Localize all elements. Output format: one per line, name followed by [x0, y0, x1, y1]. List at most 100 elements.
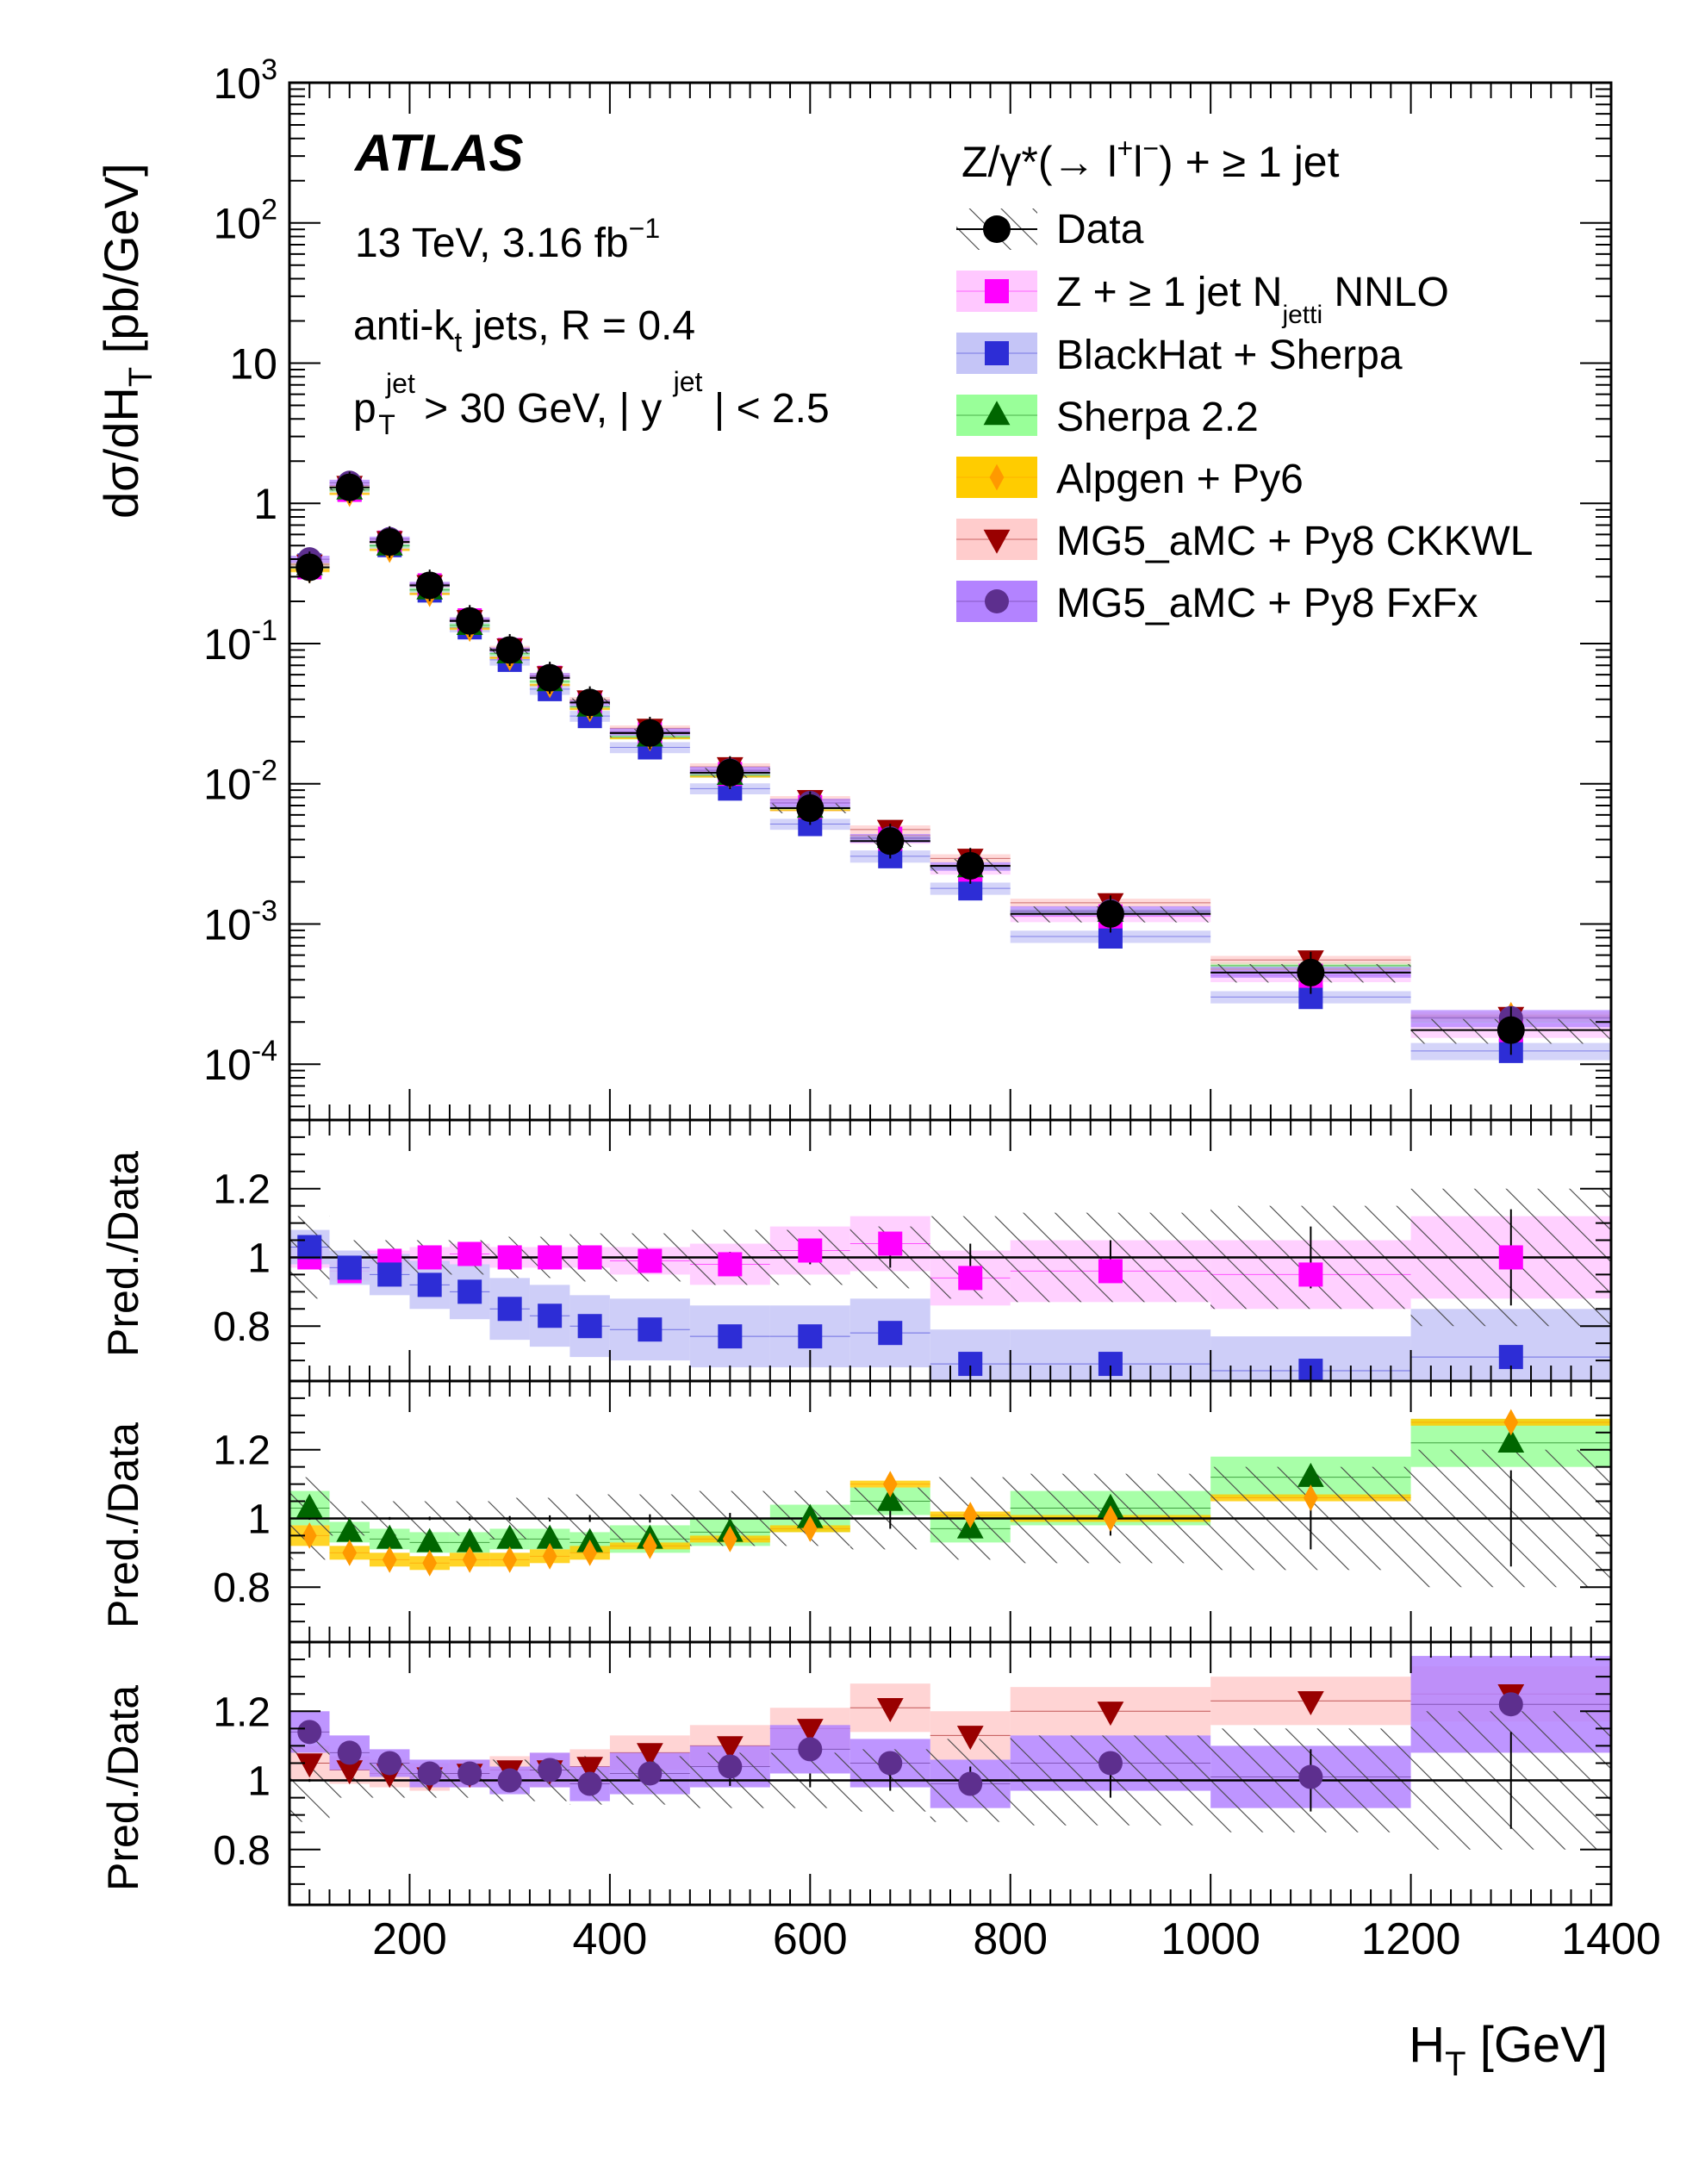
- ratio-marker-sherpa-3: [416, 1528, 444, 1552]
- data-point-5: [495, 636, 524, 664]
- ratio-marker-alpgen-11: [882, 1471, 898, 1498]
- main-uncertainty-bands: [289, 479, 1611, 1061]
- ratio-marker-fxfx-0: [297, 1720, 322, 1745]
- ratio-marker-alpgen-7: [582, 1539, 598, 1566]
- ratio-y-tick-label-2-1: 1: [247, 1759, 271, 1805]
- ratio-marker-alpgen-2: [382, 1546, 397, 1573]
- ratio-marker-ckkwl-13: [1097, 1702, 1124, 1727]
- legend-marker-sherpa: [983, 401, 1011, 426]
- ratio-panel-3: [289, 1656, 1611, 1850]
- ratio-marker-blackhat-15: [1498, 1345, 1523, 1370]
- legend-marker-ckkwl: [983, 529, 1011, 554]
- ratio-marker-alpgen-10: [802, 1515, 818, 1542]
- y-tick-label-4: 10-1: [203, 614, 277, 669]
- x-axis-title: HT [GeV]: [1409, 2017, 1608, 2083]
- ratio-y-tick-label-1-1: 1: [247, 1496, 271, 1542]
- ratio-marker-nnlo-3: [417, 1245, 442, 1270]
- ratio-marker-ckkwl-1: [336, 1760, 364, 1785]
- legend-label-blackhat: BlackHat + Sherpa: [1056, 333, 1403, 378]
- ratio-marker-fxfx-10: [798, 1737, 823, 1762]
- ratio-marker-blackhat-6: [538, 1304, 563, 1328]
- ratio-marker-fxfx-5: [497, 1768, 522, 1793]
- legend-marker-nnlo: [985, 279, 1009, 303]
- ratio-marker-sherpa-1: [336, 1517, 364, 1542]
- atlas-label: ATLAS: [353, 124, 524, 182]
- legend-data-marker: [983, 215, 1011, 243]
- ratio-marker-fxfx-2: [377, 1751, 402, 1776]
- y-tick-label-3: 1: [253, 480, 277, 528]
- ratio-y-title-2: Pred./Data: [99, 1422, 147, 1628]
- data-point-15: [1497, 1016, 1525, 1044]
- data-point-12: [956, 851, 985, 880]
- ratio-marker-nnlo-5: [497, 1245, 522, 1270]
- ratio-marker-nnlo-9: [718, 1252, 743, 1277]
- ratio-marker-nnlo-12: [958, 1266, 983, 1291]
- x-tick-label-5: 1200: [1361, 1914, 1461, 1964]
- legend: [956, 208, 1037, 622]
- ratio-y-title-1: Pred./Data: [99, 1151, 147, 1357]
- legend-label-alpgen: Alpgen + Py6: [1056, 457, 1304, 502]
- ratio-marker-ckkwl-0: [296, 1753, 323, 1778]
- ratio-marker-alpgen-3: [422, 1549, 438, 1577]
- x-tick-label-2: 600: [773, 1914, 848, 1964]
- jet-selection-label: p jet T > 30 GeV, | y jet | < 2.5: [353, 355, 830, 444]
- ratio-marker-ckkwl-10: [796, 1719, 824, 1744]
- data-point-2: [376, 528, 404, 557]
- ratio-marker-blackhat-7: [577, 1314, 602, 1339]
- data-point-10: [796, 794, 824, 823]
- ratio-panel-2: [289, 1409, 1611, 1588]
- data-point-9: [716, 758, 744, 787]
- legend-label-sherpa: Sherpa 2.2: [1056, 395, 1259, 440]
- x-tick-label-4: 1000: [1161, 1914, 1260, 1964]
- legend-label-fxfx: MG5_aMC + Py8 FxFx: [1056, 581, 1478, 626]
- ratio-marker-blackhat-5: [497, 1297, 522, 1322]
- ratio-marker-blackhat-10: [798, 1324, 823, 1349]
- ratio-marker-sherpa-4: [456, 1528, 483, 1552]
- legend-label-nnlo: Z + ≥ 1 jet Njetti NNLO: [1056, 270, 1449, 329]
- ratio-marker-fxfx-11: [878, 1751, 903, 1776]
- ratio-y-tick-label-2-2: 1.2: [213, 1689, 271, 1735]
- data-point-1: [335, 473, 364, 501]
- jet-algorithm-label: anti-kt jets, R = 0.4: [353, 303, 695, 358]
- data-point-11: [876, 827, 905, 856]
- ratio-marker-nnlo-11: [878, 1231, 903, 1256]
- legend-marker-fxfx: [985, 589, 1009, 613]
- energy-lumi-label: 13 TeV, 3.16 fb−1: [355, 213, 660, 266]
- ratio-y-title-3: Pred./Data: [99, 1685, 147, 1891]
- data-point-7: [576, 688, 604, 717]
- ratio-marker-nnlo-6: [538, 1245, 563, 1270]
- y-tick-label-6: 10-3: [203, 894, 277, 949]
- x-tick-label-6: 1400: [1561, 1914, 1661, 1964]
- ratio-marker-nnlo-14: [1298, 1262, 1323, 1287]
- ratio-marker-alpgen-13: [1103, 1505, 1118, 1532]
- ratio-marker-alpgen-0: [302, 1522, 317, 1549]
- data-point-14: [1297, 958, 1325, 986]
- ratio-marker-fxfx-1: [337, 1740, 362, 1765]
- ratio-marker-alpgen-5: [502, 1546, 518, 1573]
- ratio-marker-alpgen-1: [342, 1539, 358, 1566]
- ratio-marker-nnlo-4: [457, 1241, 482, 1266]
- ratio-marker-ckkwl-7: [576, 1757, 604, 1782]
- ratio-marker-nnlo-7: [577, 1245, 602, 1270]
- ratio-marker-blackhat-0: [297, 1235, 322, 1260]
- ratio-panel-1: [289, 1188, 1611, 1381]
- legend-labels: Data Z + ≥ 1 jet Njetti NNLO BlackHat + …: [1056, 207, 1534, 626]
- x-tick-label-1: 400: [572, 1914, 647, 1964]
- ratio-marker-fxfx-15: [1498, 1692, 1523, 1717]
- ratio-axes: 0.8 1 1.2 0.8 1 1.2 0.8 1 1.2 200 400 600 800 1000 120…: [213, 1118, 1661, 1964]
- ratio-y-tick-label-0-0: 0.8: [213, 1304, 271, 1350]
- ratio-marker-alpgen-8: [642, 1532, 657, 1559]
- ratio-marker-fxfx-12: [958, 1771, 983, 1796]
- legend-label-ckkwl: MG5_aMC + Py8 CKKWL: [1056, 519, 1534, 564]
- ratio-marker-sherpa-5: [496, 1524, 524, 1549]
- ratio-y-tick-label-1-0: 0.8: [213, 1565, 271, 1611]
- ratio-marker-sherpa-0: [296, 1493, 323, 1518]
- ratio-marker-fxfx-9: [718, 1754, 743, 1779]
- ratio-marker-sherpa-15: [1497, 1428, 1525, 1453]
- ratio-marker-alpgen-14: [1303, 1484, 1318, 1511]
- ratio-marker-nnlo-15: [1498, 1245, 1523, 1270]
- y-tick-label-1: 102: [213, 194, 277, 248]
- ratio-marker-ckkwl-14: [1297, 1691, 1324, 1716]
- ratio-marker-fxfx-4: [457, 1761, 482, 1786]
- ratio-marker-nnlo-10: [798, 1238, 823, 1263]
